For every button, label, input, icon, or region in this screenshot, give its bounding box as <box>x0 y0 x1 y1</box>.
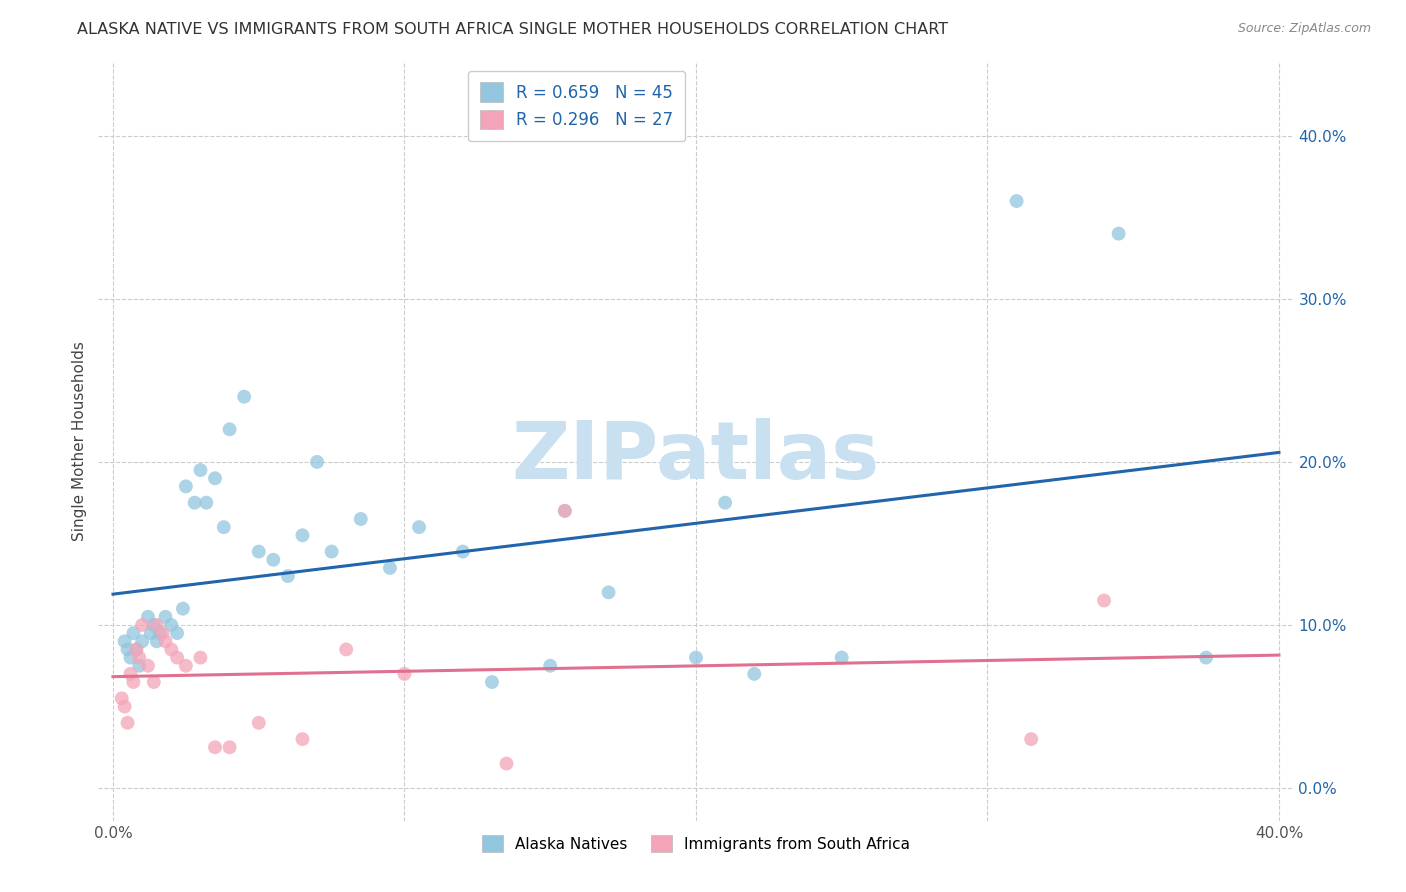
Point <box>218 422 240 436</box>
Point <box>190 463 212 477</box>
Point <box>174 658 197 673</box>
Point <box>174 479 197 493</box>
Point <box>291 528 314 542</box>
Point <box>149 626 172 640</box>
Point <box>1092 593 1115 607</box>
Point <box>166 650 188 665</box>
Point <box>131 634 153 648</box>
Point <box>451 544 474 558</box>
Point <box>142 618 165 632</box>
Point <box>247 715 270 730</box>
Point <box>598 585 620 599</box>
Point <box>262 553 284 567</box>
Point <box>554 504 576 518</box>
Point <box>350 512 373 526</box>
Point <box>1005 194 1028 208</box>
Point <box>155 634 177 648</box>
Point <box>122 675 145 690</box>
Point <box>1195 650 1218 665</box>
Point <box>128 650 150 665</box>
Point <box>742 666 765 681</box>
Point <box>321 544 343 558</box>
Point <box>125 642 148 657</box>
Point <box>117 715 139 730</box>
Point <box>204 740 226 755</box>
Point <box>136 658 159 673</box>
Point <box>117 642 139 657</box>
Point <box>114 634 136 648</box>
Point <box>394 666 416 681</box>
Point <box>378 561 401 575</box>
Point <box>685 650 707 665</box>
Point <box>145 618 167 632</box>
Point <box>111 691 134 706</box>
Text: ZIPatlas: ZIPatlas <box>512 417 880 496</box>
Point <box>1019 732 1042 747</box>
Point <box>128 658 150 673</box>
Point <box>131 618 153 632</box>
Point <box>212 520 235 534</box>
Point <box>831 650 853 665</box>
Point <box>125 642 148 657</box>
Point <box>247 544 270 558</box>
Point <box>166 626 188 640</box>
Point <box>145 634 167 648</box>
Point <box>195 496 218 510</box>
Point <box>233 390 256 404</box>
Point <box>139 626 162 640</box>
Point <box>120 666 142 681</box>
Point <box>136 610 159 624</box>
Point <box>204 471 226 485</box>
Point <box>120 650 142 665</box>
Point <box>155 610 177 624</box>
Point <box>190 650 212 665</box>
Point <box>305 455 328 469</box>
Point <box>277 569 299 583</box>
Point <box>114 699 136 714</box>
Point <box>160 618 183 632</box>
Point <box>142 675 165 690</box>
Point <box>218 740 240 755</box>
Point <box>1108 227 1130 241</box>
Point <box>554 504 576 518</box>
Point <box>714 496 737 510</box>
Point <box>291 732 314 747</box>
Point <box>183 496 205 510</box>
Legend: Alaska Natives, Immigrants from South Africa: Alaska Natives, Immigrants from South Af… <box>475 829 917 858</box>
Point <box>122 626 145 640</box>
Point <box>335 642 357 657</box>
Point <box>408 520 430 534</box>
Point <box>495 756 517 771</box>
Point <box>152 626 174 640</box>
Text: ALASKA NATIVE VS IMMIGRANTS FROM SOUTH AFRICA SINGLE MOTHER HOUSEHOLDS CORRELATI: ALASKA NATIVE VS IMMIGRANTS FROM SOUTH A… <box>77 22 949 37</box>
Text: Source: ZipAtlas.com: Source: ZipAtlas.com <box>1237 22 1371 36</box>
Point <box>160 642 183 657</box>
Point <box>538 658 561 673</box>
Point <box>172 601 194 615</box>
Y-axis label: Single Mother Households: Single Mother Households <box>72 342 87 541</box>
Point <box>481 675 503 690</box>
